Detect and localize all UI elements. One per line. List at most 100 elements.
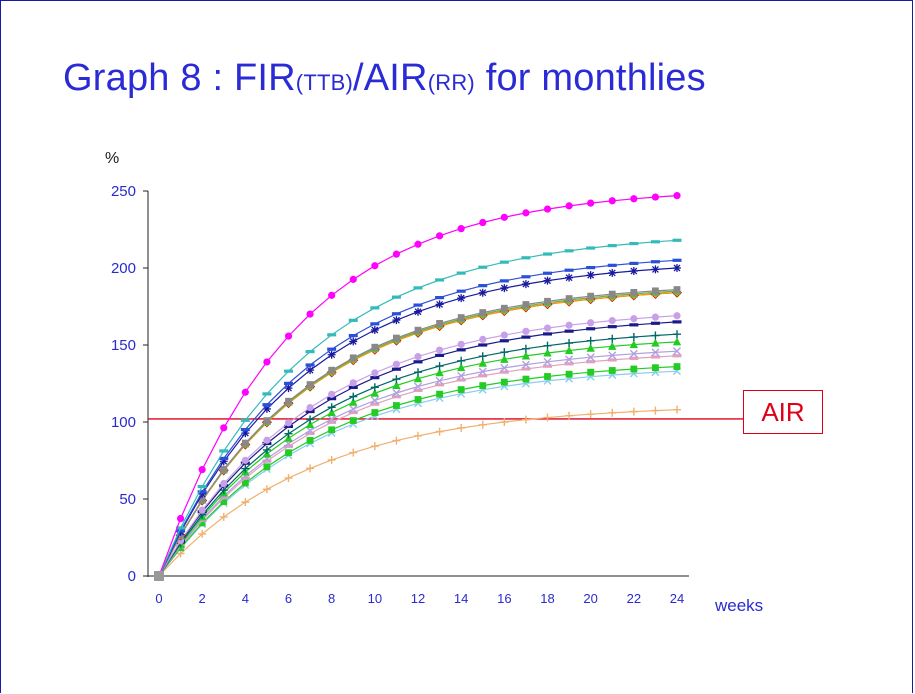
data-point — [500, 331, 508, 339]
y-tick-label: 250 — [111, 183, 136, 200]
y-tick-label: 200 — [111, 260, 136, 277]
data-point — [391, 295, 401, 299]
data-point — [305, 363, 315, 367]
data-point — [565, 202, 573, 210]
data-point — [284, 433, 293, 442]
data-point — [586, 353, 595, 362]
data-point — [327, 397, 337, 401]
data-point — [306, 415, 315, 424]
data-point — [436, 320, 443, 327]
series-line — [158, 259, 678, 577]
data-point — [479, 382, 487, 389]
data-point — [414, 368, 422, 377]
data-point — [457, 314, 465, 321]
data-point — [414, 431, 422, 440]
data-point — [478, 420, 487, 429]
data-point — [672, 238, 682, 242]
y-tick-label: 100 — [111, 414, 136, 431]
data-point — [478, 343, 488, 347]
data-point — [414, 382, 422, 391]
data-point — [673, 264, 681, 272]
y-tick-label: 150 — [111, 337, 136, 354]
data-point — [414, 326, 422, 334]
data-point — [349, 448, 358, 457]
data-point — [327, 415, 336, 424]
data-point — [240, 418, 250, 422]
data-point — [586, 336, 595, 345]
data-point — [327, 455, 336, 464]
data-point — [543, 357, 552, 366]
data-point — [499, 339, 509, 343]
data-point — [565, 295, 573, 302]
data-point — [586, 360, 596, 364]
data-point — [198, 496, 206, 504]
data-point — [176, 526, 186, 530]
data-point — [478, 374, 488, 378]
data-point — [608, 341, 617, 350]
data-point — [650, 240, 660, 244]
data-point — [435, 296, 445, 300]
series-line — [158, 350, 678, 577]
data-point — [219, 456, 229, 460]
data-point — [521, 344, 530, 353]
data-point — [348, 410, 358, 415]
data-point — [370, 388, 380, 397]
data-point — [543, 332, 552, 336]
data-point — [564, 329, 574, 333]
data-point — [650, 260, 660, 264]
data-point — [436, 390, 443, 398]
y-tick-label: 0 — [128, 568, 136, 585]
data-point — [219, 486, 228, 495]
title-main: Graph 8 : FIR — [63, 57, 296, 99]
data-point — [608, 367, 616, 374]
data-point — [521, 275, 531, 279]
data-point — [500, 304, 508, 312]
data-point — [479, 309, 487, 316]
data-point — [435, 278, 445, 282]
data-point — [652, 364, 659, 372]
data-point — [586, 265, 596, 270]
data-point — [241, 439, 249, 447]
data-point — [608, 268, 617, 277]
data-point — [391, 395, 401, 399]
data-point — [327, 347, 337, 351]
data-point — [413, 286, 423, 290]
data-point — [629, 349, 638, 358]
data-point — [543, 271, 552, 275]
data-point — [607, 325, 617, 329]
data-point — [198, 489, 207, 498]
title-end: for monthlies — [474, 57, 706, 99]
data-point — [479, 335, 487, 343]
data-point — [197, 490, 207, 494]
data-point — [197, 484, 207, 489]
data-point — [176, 514, 185, 523]
data-point — [305, 350, 315, 354]
data-point — [500, 284, 509, 293]
data-point — [241, 388, 249, 396]
data-point — [435, 383, 445, 387]
data-point — [349, 275, 357, 283]
data-point — [370, 383, 379, 392]
data-point — [240, 427, 250, 432]
data-point — [306, 426, 315, 435]
data-point — [521, 335, 531, 339]
x-tick-label: 24 — [670, 591, 684, 606]
data-point — [630, 315, 638, 323]
data-point — [587, 292, 595, 300]
data-point — [349, 392, 358, 401]
data-point — [263, 358, 271, 366]
data-point — [500, 363, 509, 372]
data-point — [608, 317, 616, 325]
data-point — [543, 341, 552, 350]
data-point — [651, 338, 660, 347]
data-point — [284, 424, 293, 429]
data-point — [630, 195, 638, 203]
x-tick-label: 16 — [497, 591, 511, 606]
data-point — [349, 397, 358, 406]
data-point — [630, 288, 638, 296]
data-point — [457, 386, 465, 393]
data-point — [672, 320, 682, 324]
data-point — [414, 240, 422, 248]
data-point — [565, 321, 573, 329]
